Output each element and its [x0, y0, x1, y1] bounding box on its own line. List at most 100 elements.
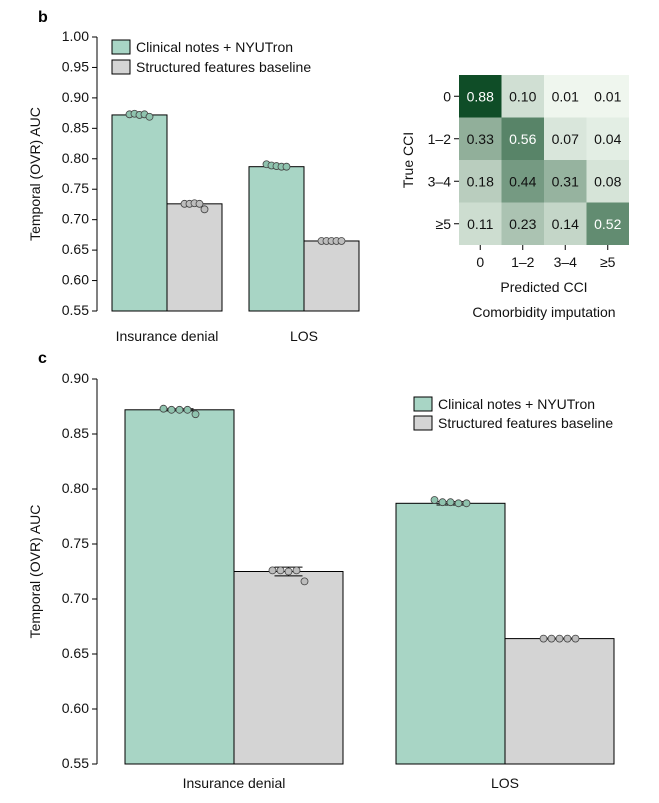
heatmap-cell — [501, 202, 544, 245]
data-point — [446, 498, 455, 507]
heatmap-x-tick-label: ≥5 — [600, 254, 616, 270]
heatmap-y-axis-label: True CCI — [400, 132, 416, 188]
panel-c-bar-chart: 0.55 0.60 0.65 0.70 0.75 0.80 0.85 0.90 Temporal… — [27, 370, 615, 791]
heatmap-x-axis-label: Predicted CCI — [500, 279, 587, 295]
legend-swatch — [111, 59, 131, 75]
heatmap-cell — [586, 160, 629, 203]
heatmap-value-label: 0.31 — [552, 173, 579, 189]
legend-label: Structured features baseline — [136, 59, 311, 75]
y-tick-label: 0.60 — [62, 272, 89, 288]
bar — [166, 203, 223, 312]
y-axis-label: Temporal (OVR) AUC — [27, 505, 43, 639]
heatmap-value-label: 0.01 — [594, 88, 621, 104]
panel-letter-b: b — [38, 9, 48, 26]
data-point — [276, 566, 285, 575]
data-point — [563, 634, 572, 643]
heatmap-cell — [586, 75, 629, 118]
heatmap-value-label: 0.04 — [594, 131, 621, 147]
data-point — [292, 566, 301, 575]
y-tick-label: 0.85 — [62, 119, 89, 135]
data-point — [159, 404, 168, 413]
heatmap-value-label: 0.88 — [467, 88, 494, 104]
data-point — [183, 405, 192, 414]
heatmap-cell — [459, 160, 502, 203]
heatmap-cell — [459, 202, 502, 245]
heatmap-value-label: 0.44 — [509, 173, 536, 189]
y-tick-label: 0.70 — [62, 211, 89, 227]
bar — [395, 502, 506, 765]
heatmap-y-tick-label: 3–4 — [428, 173, 452, 189]
data-point — [191, 410, 200, 419]
heatmap-cell — [586, 117, 629, 160]
data-point — [284, 567, 293, 576]
data-point — [195, 199, 204, 208]
y-tick-label: 0.90 — [62, 89, 89, 105]
heatmap-y-tick-label: ≥5 — [436, 216, 452, 232]
heatmap-value-label: 0.18 — [467, 173, 494, 189]
legend-label: Clinical notes + NYUTron — [438, 396, 595, 412]
heatmap-value-label: 0.23 — [509, 216, 536, 232]
heatmap-cell — [459, 75, 502, 118]
data-point — [539, 634, 548, 643]
y-tick-label: 0.80 — [62, 150, 89, 166]
heatmap-cell — [544, 160, 587, 203]
data-point — [167, 405, 176, 414]
y-tick-label: 0.95 — [62, 58, 89, 74]
x-category-label: LOS — [491, 775, 519, 791]
bar — [124, 409, 235, 765]
data-point — [300, 577, 309, 586]
heatmap-x-tick-label: 1–2 — [511, 254, 535, 270]
heatmap-value-label: 0.10 — [509, 88, 536, 104]
bar — [504, 638, 615, 765]
heatmap-x-tick-label: 0 — [476, 254, 484, 270]
x-category-label: LOS — [290, 328, 318, 344]
legend-swatch — [413, 396, 433, 412]
legend-label: Structured features baseline — [438, 415, 613, 431]
y-tick-label: 0.65 — [62, 645, 89, 661]
heatmap-cell — [459, 117, 502, 160]
heatmap-value-label: 0.08 — [594, 173, 621, 189]
heatmap-value-label: 0.07 — [552, 131, 579, 147]
y-tick-label: 0.70 — [62, 590, 89, 606]
bar — [248, 166, 305, 312]
data-point — [555, 634, 564, 643]
data-point — [571, 634, 580, 643]
panel-b-bar-chart: 0.55 0.60 0.65 0.70 0.75 0.80 0.85 0.90 0.95 1.00… — [27, 28, 360, 344]
heatmap-value-label: 0.33 — [467, 131, 494, 147]
legend-label: Clinical notes + NYUTron — [136, 39, 293, 55]
y-tick-label: 0.75 — [62, 535, 89, 551]
heatmap-x-tick-label: 3–4 — [554, 254, 578, 270]
heatmap-cell — [501, 75, 544, 118]
panel-b-heatmap: 0.88 0.10 0.01 0.01 0.33 0.56 0.07 0.04 0.18 0.44… — [400, 75, 629, 320]
legend-swatch — [111, 39, 131, 55]
data-point — [145, 112, 154, 121]
x-category-label: Insurance denial — [183, 775, 286, 791]
heatmap-value-label: 0.14 — [552, 216, 579, 232]
y-axis-label: Temporal (OVR) AUC — [27, 107, 43, 241]
heatmap-value-label: 0.01 — [552, 88, 579, 104]
heatmap-y-tick-label: 0 — [443, 88, 451, 104]
y-tick-label: 0.75 — [62, 180, 89, 196]
y-tick-label: 0.55 — [62, 755, 89, 771]
y-tick-label: 0.85 — [62, 425, 89, 441]
heatmap-cell — [544, 117, 587, 160]
y-tick-label: 0.80 — [62, 480, 89, 496]
bar — [303, 240, 360, 312]
legend-swatch — [413, 415, 433, 431]
panel-letter-c: c — [38, 350, 47, 367]
y-tick-label: 1.00 — [62, 28, 89, 44]
data-point — [438, 498, 447, 507]
bar — [233, 571, 344, 765]
data-point — [454, 499, 463, 508]
heatmap-cell — [501, 160, 544, 203]
y-tick-label: 0.65 — [62, 241, 89, 257]
heatmap-cell — [544, 75, 587, 118]
data-point — [282, 162, 291, 171]
y-tick-label: 0.90 — [62, 370, 89, 386]
y-tick-label: 0.60 — [62, 700, 89, 716]
data-point — [337, 237, 346, 245]
bar — [111, 114, 168, 312]
heatmap-value-label: 0.56 — [509, 131, 536, 147]
y-tick-label: 0.55 — [62, 302, 89, 318]
